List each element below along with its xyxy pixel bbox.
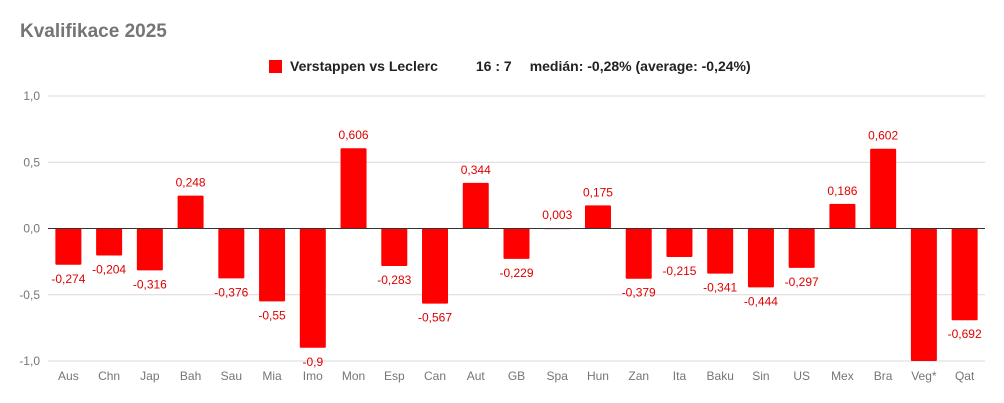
x-tick-label: Aut: [467, 369, 486, 383]
x-tick-label: Bah: [180, 369, 201, 383]
x-tick-label: Imo: [303, 369, 323, 383]
x-tick-label: Sin: [752, 369, 769, 383]
x-tick-label: Can: [424, 369, 446, 383]
x-tick-label: Chn: [98, 369, 120, 383]
x-tick-label: Qat: [955, 369, 975, 383]
bar-jap: [136, 228, 163, 271]
data-label: 0,606: [339, 128, 369, 142]
bar-mon: [340, 148, 367, 229]
x-tick-label: Zan: [628, 369, 649, 383]
legend-score: 16 : 7: [475, 58, 512, 74]
data-label: 0,186: [827, 184, 857, 198]
bar-bra: [870, 148, 897, 229]
bar-gb: [503, 228, 530, 259]
data-label: -0,692: [948, 327, 982, 341]
bar-imo: [299, 228, 326, 348]
bar-hun: [584, 205, 611, 229]
data-label: 0,602: [868, 129, 898, 143]
data-label: -0,229: [499, 266, 533, 280]
bar-esp: [381, 228, 408, 266]
x-tick-label: GB: [508, 369, 525, 383]
bar-mia: [259, 228, 286, 302]
data-label: 0,175: [583, 185, 613, 199]
legend-summary: medián: -0,28% (average: -0,24%): [529, 58, 751, 74]
data-label: -0,9: [302, 355, 323, 369]
bar-bah: [177, 195, 204, 229]
data-label: 0,344: [461, 163, 491, 177]
bar-baku: [707, 228, 734, 274]
data-label: -0,215: [662, 264, 696, 278]
chart-title: Kvalifikace 2025: [20, 21, 167, 42]
data-label: -0,567: [418, 311, 452, 325]
bar-mex: [829, 203, 856, 229]
x-tick-label: Esp: [384, 369, 405, 383]
bar-veg: [910, 228, 937, 361]
y-tick-label: -1,0: [19, 354, 40, 368]
y-tick-label: 0,5: [23, 155, 40, 169]
y-tick-label: -0,5: [19, 288, 40, 302]
x-tick-label: Veg*: [911, 369, 937, 383]
x-tick-label: Spa: [547, 369, 569, 383]
data-label: -0,379: [622, 286, 656, 300]
data-label: -0,444: [744, 294, 778, 308]
bar-zan: [625, 228, 652, 279]
y-tick-label: 0,0: [23, 222, 40, 236]
bar-us: [788, 228, 815, 268]
legend-swatch: [269, 59, 282, 73]
legend-series-name: Verstappen vs Leclerc: [290, 58, 438, 74]
data-label: 0,003: [542, 208, 572, 222]
bar-sin: [747, 228, 774, 288]
bar-ita: [666, 228, 693, 257]
data-label: -0,274: [51, 272, 85, 286]
bar-sau: [218, 228, 245, 279]
data-label: -0,55: [258, 308, 286, 322]
x-tick-label: Aus: [58, 369, 79, 383]
x-tick-label: Jap: [140, 369, 160, 383]
bar-aus: [55, 228, 82, 265]
data-label: -0,341: [703, 281, 737, 295]
x-tick-label: Baku: [707, 369, 734, 383]
x-tick-label: Bra: [874, 369, 893, 383]
data-label: 0,248: [176, 176, 206, 190]
bar-can: [422, 228, 449, 304]
x-tick-label: Mia: [262, 369, 282, 383]
x-tick-label: Sau: [221, 369, 242, 383]
legend: Verstappen vs Leclerc 16 : 7 medián: -0,…: [269, 58, 751, 74]
data-label: -0,297: [785, 275, 819, 289]
x-tick-label: Mon: [342, 369, 365, 383]
data-label: -0,376: [214, 285, 248, 299]
x-tick-label: US: [793, 369, 810, 383]
data-label: -0,283: [377, 273, 411, 287]
bar-qat: [951, 228, 978, 321]
y-tick-label: 1,0: [23, 89, 40, 103]
data-label: -0,316: [133, 277, 167, 291]
data-label: -0,204: [92, 263, 126, 277]
x-tick-label: Mex: [831, 369, 854, 383]
x-tick-label: Hun: [587, 369, 609, 383]
bar-chn: [96, 228, 123, 256]
x-tick-label: Ita: [673, 369, 687, 383]
bar-aut: [462, 182, 489, 229]
